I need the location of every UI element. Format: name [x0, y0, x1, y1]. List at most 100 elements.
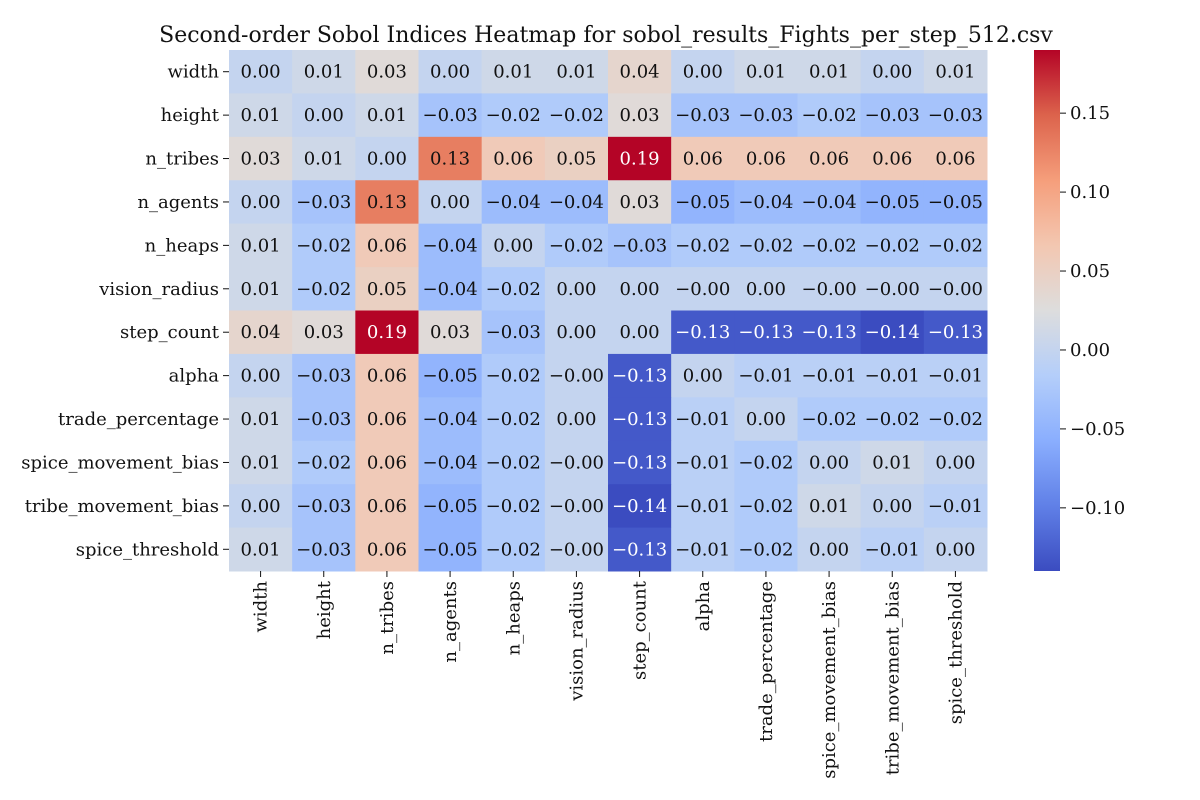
heatmap-cell: [544, 353, 609, 398]
cell-value-label: −0.13: [675, 322, 730, 343]
heatmap-cell: [923, 397, 988, 442]
cell-value-label: 0.03: [304, 322, 344, 343]
heatmap-cell: [671, 93, 735, 138]
row-tick-label: n_tribes: [145, 149, 219, 170]
heatmap-cell: [734, 353, 798, 398]
cell-value-label: −0.13: [612, 366, 667, 387]
colorbar: −0.10 −0.05 0.00 0.05 0.10 0.15: [1034, 50, 1125, 571]
heatmap-cell: [355, 93, 419, 138]
cell-value-label: −0.01: [865, 539, 920, 560]
cell-value-label: 0.19: [620, 149, 660, 170]
row-tick-label: tribe_movement_bias: [25, 496, 219, 517]
cell-value-label: 0.00: [304, 105, 344, 126]
heatmap-cell: [481, 223, 546, 268]
heatmap-cell: [860, 223, 925, 268]
heatmap-cell: [229, 50, 293, 94]
cell-value-label: 0.03: [367, 62, 407, 83]
cell-value-label: −0.00: [675, 279, 730, 300]
cell-value-label: 0.06: [935, 149, 975, 170]
column-tick-label: vision_radius: [566, 581, 587, 702]
heatmap-cell: [481, 310, 546, 355]
heatmap-cell: [229, 267, 293, 311]
heatmap-cell: [734, 484, 798, 529]
cell-value-label: 0.00: [556, 279, 596, 300]
heatmap-cell: [860, 180, 925, 225]
heatmap-cell: [292, 397, 356, 442]
cell-value-label: 0.03: [620, 105, 660, 126]
cell-value-label: −0.02: [865, 235, 920, 256]
heatmap-cell: [481, 353, 546, 398]
cell-value-label: 0.00: [872, 62, 912, 83]
cell-value-label: 0.06: [746, 149, 786, 170]
heatmap-cell: [292, 484, 356, 529]
heatmap-cell: [292, 353, 356, 398]
heatmap-cell: [355, 353, 419, 398]
cell-value-label: −0.01: [928, 496, 983, 517]
cell-value-label: 0.01: [241, 279, 281, 300]
cell-value-label: −0.14: [612, 496, 667, 517]
heatmap-cell: [923, 93, 988, 138]
cell-value-label: −0.00: [801, 279, 856, 300]
cell-value-label: 0.00: [241, 496, 281, 517]
heatmap-cell: [229, 484, 293, 529]
heatmap-cell: [355, 310, 419, 355]
cell-value-label: −0.03: [612, 235, 667, 256]
heatmap-cell: [860, 50, 925, 94]
heatmap-cell: [229, 353, 293, 398]
column-tick-labels: width height n_tribes n_agents n_heaps vision…: [251, 571, 966, 779]
column-tick-label: trade_percentage: [756, 581, 777, 742]
cell-value-label: 0.01: [367, 105, 407, 126]
cell-value-label: −0.04: [422, 279, 477, 300]
heatmap-cell: [797, 310, 862, 355]
row-tick-label: spice_threshold: [76, 539, 219, 560]
heatmap-cell: [544, 180, 609, 225]
chart-title: Second-order Sobol Indices Heatmap for s…: [159, 23, 1053, 48]
heatmap-cell: [608, 267, 672, 311]
heatmap-cell: [797, 223, 862, 268]
heatmap-cell: [860, 397, 925, 442]
heatmap-cell: [418, 310, 483, 355]
cell-value-label: 0.01: [241, 235, 281, 256]
heatmap-cell: [671, 180, 735, 225]
cell-value-label: −0.04: [486, 192, 541, 213]
heatmap-cell: [734, 397, 798, 442]
heatmap-cell: [608, 397, 672, 442]
column-tick-label: spice_movement_bias: [819, 581, 840, 779]
cell-value-label: −0.02: [549, 235, 604, 256]
cell-value-label: 0.03: [430, 322, 470, 343]
cell-value-label: 0.00: [556, 409, 596, 430]
heatmap-cell: [292, 440, 356, 485]
heatmap-cell: [923, 50, 988, 94]
cell-value-label: 0.00: [620, 322, 660, 343]
cell-value-label: −0.01: [675, 539, 730, 560]
cell-value-label: 0.01: [241, 539, 281, 560]
cell-value-label: 0.01: [809, 62, 849, 83]
heatmap-cell: [923, 527, 988, 572]
heatmap-cell: [671, 223, 735, 268]
heatmap-cell: [797, 267, 862, 311]
cell-value-label: 0.01: [746, 62, 786, 83]
cell-value-label: −0.05: [422, 539, 477, 560]
cell-value-label: 0.01: [809, 496, 849, 517]
heatmap-cell: [923, 440, 988, 485]
cell-value-label: 0.00: [809, 452, 849, 473]
heatmap-cell: [797, 440, 862, 485]
heatmap-cell: [481, 136, 546, 181]
heatmap-cell: [608, 484, 672, 529]
heatmap-cell: [797, 397, 862, 442]
column-tick-label: spice_threshold: [945, 581, 966, 724]
heatmap-cell: [418, 50, 483, 94]
heatmap-cell: [229, 93, 293, 138]
cell-value-label: −0.02: [486, 539, 541, 560]
cell-value-label: −0.13: [801, 322, 856, 343]
heatmap-cell: [481, 93, 546, 138]
heatmap-cell: [734, 267, 798, 311]
row-tick-label: n_agents: [137, 192, 219, 213]
cell-value-label: −0.03: [296, 409, 351, 430]
cell-value-label: −0.03: [486, 322, 541, 343]
heatmap-cells: 0.00 0.01 0.03 0.00 0.01 0.01 0.04 0.00 0.01 0.01…: [229, 50, 988, 572]
colorbar-gradient: [1034, 50, 1060, 571]
cell-value-label: 0.13: [367, 192, 407, 213]
cell-value-label: −0.03: [422, 105, 477, 126]
cell-value-label: −0.01: [675, 452, 730, 473]
